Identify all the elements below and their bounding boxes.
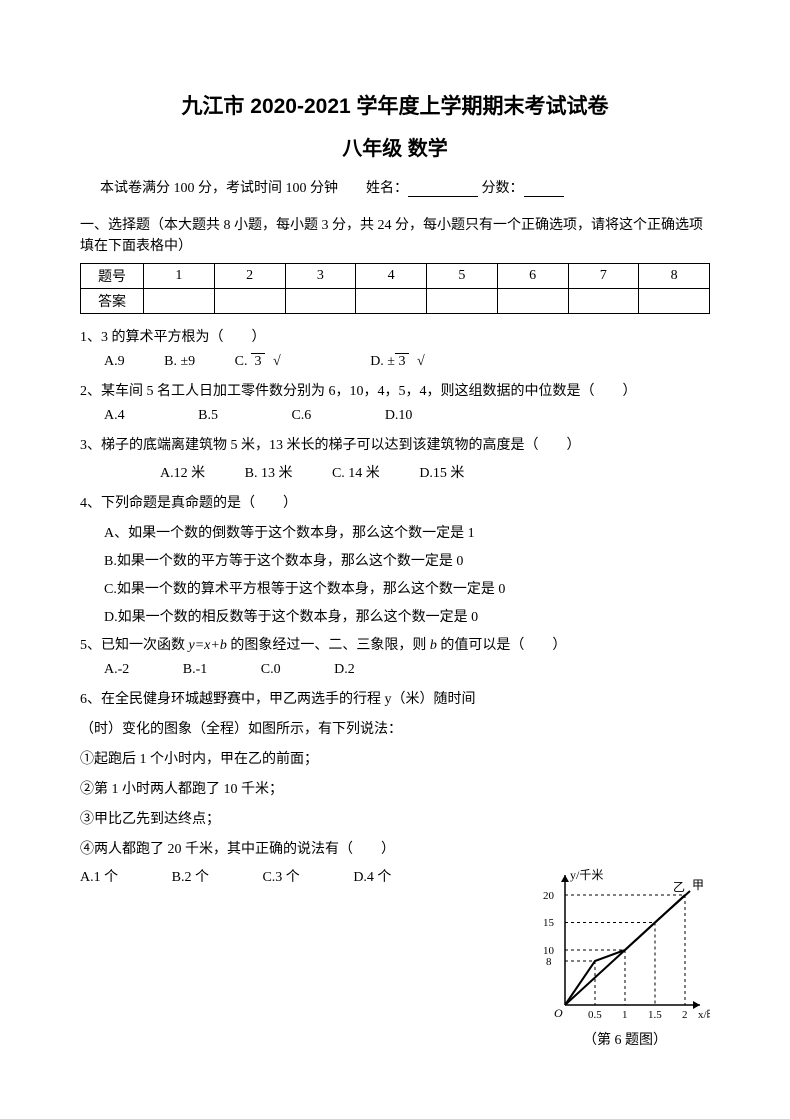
question-3-options: A.12 米 B. 13 米 C. 14 米 D.15 米 bbox=[80, 462, 710, 482]
chart-caption: （第 6 题图） bbox=[540, 1029, 710, 1049]
answer-cell[interactable] bbox=[568, 289, 639, 314]
xtick-2: 2 bbox=[682, 1009, 688, 1021]
question-6-l2: （时）变化的图象（全程）如图所示，有下列说法： bbox=[80, 716, 500, 744]
q5-opt-c: C.0 bbox=[261, 662, 281, 678]
label-jia: 甲 bbox=[692, 878, 704, 892]
answer-cell[interactable] bbox=[214, 289, 285, 314]
q4-opt-c: C.如果一个数的算术平方根等于这个数本身，那么这个数一定是 0 bbox=[80, 576, 710, 604]
question-6-s1: ①起跑后 1 个小时内，甲在乙的前面； bbox=[80, 746, 500, 774]
xlabel2: x/时 bbox=[698, 1008, 710, 1021]
score-label: 分数： bbox=[482, 181, 524, 196]
section-1-heading: 一、选择题（本大题共 8 小题，每小题 3 分，共 24 分，每小题只有一个正确… bbox=[80, 215, 710, 257]
answer-cell[interactable] bbox=[427, 289, 498, 314]
table-cell: 5 bbox=[427, 264, 498, 289]
q1-opt-c: C. 3 √ bbox=[235, 354, 331, 370]
question-2-options: A.4 B.5 C.6 D.10 bbox=[80, 408, 710, 424]
table-cell: 4 bbox=[356, 264, 427, 289]
answer-cell[interactable] bbox=[356, 289, 427, 314]
answer-cell[interactable] bbox=[285, 289, 356, 314]
q1-opt-d: D. ± 3 √ bbox=[370, 354, 460, 370]
question-1-options: A.9 B. ±9 C. 3 √ D. ± 3 √ bbox=[80, 354, 710, 370]
answer-cell[interactable] bbox=[639, 289, 710, 314]
xtick-0.5: 0.5 bbox=[588, 1009, 602, 1021]
q6-chart: 8 10 15 20 0.5 1 1.5 2 O y/千米 x/时 bbox=[540, 865, 710, 1049]
score-blank[interactable] bbox=[524, 182, 564, 197]
q6-opt-b: B.2 个 bbox=[172, 866, 209, 886]
question-4: 4、下列命题是真命题的是（ ） bbox=[80, 490, 710, 518]
table-cell: 7 bbox=[568, 264, 639, 289]
q5-opt-b: B.-1 bbox=[183, 662, 208, 678]
xtick-1: 1 bbox=[622, 1009, 628, 1021]
name-blank[interactable] bbox=[408, 182, 478, 197]
question-3: 3、梯子的底端离建筑物 5 米，13 米长的梯子可以达到该建筑物的高度是（ ） bbox=[80, 432, 710, 460]
question-2: 2、某车间 5 名工人日加工零件数分别为 6，10，4，5，4，则这组数据的中位… bbox=[80, 378, 710, 406]
table-cell: 8 bbox=[639, 264, 710, 289]
q3-opt-b: B. 13 米 bbox=[245, 462, 293, 482]
ytick-20: 20 bbox=[543, 890, 555, 902]
question-6-s4: ④两人都跑了 20 千米，其中正确的说法有（ ） bbox=[80, 836, 500, 864]
q2-opt-c: C.6 bbox=[291, 408, 311, 424]
q6-opt-d: D.4 个 bbox=[353, 866, 391, 886]
question-5-options: A.-2 B.-1 C.0 D.2 bbox=[80, 662, 710, 678]
q1-opt-b: B. ±9 bbox=[164, 354, 195, 370]
q4-opt-b: B.如果一个数的平方等于这个数本身，那么这个数一定是 0 bbox=[80, 548, 710, 576]
q2-opt-d: D.10 bbox=[385, 408, 413, 424]
q6-opt-c: C.3 个 bbox=[262, 866, 299, 886]
page-title-2: 八年级 数学 bbox=[80, 132, 710, 161]
origin-label: O bbox=[554, 1006, 563, 1020]
question-1: 1、3 的算术平方根为（ ） bbox=[80, 324, 710, 352]
table-cell: 1 bbox=[144, 264, 215, 289]
info-prefix: 本试卷满分 100 分，考试时间 100 分钟 bbox=[100, 181, 338, 196]
table-cell: 3 bbox=[285, 264, 356, 289]
ytick-10: 10 bbox=[543, 945, 555, 957]
question-5: 5、已知一次函数 y=x+b 的图象经过一、二、三象限，则 b 的值可以是（ ） bbox=[80, 632, 710, 660]
page-title-1: 九江市 2020-2021 学年度上学期期末考试试卷 bbox=[80, 90, 710, 120]
table-cell: 6 bbox=[497, 264, 568, 289]
q5-opt-a: A.-2 bbox=[104, 662, 129, 678]
q4-opt-a: A、如果一个数的倒数等于这个数本身，那么这个数一定是 1 bbox=[80, 520, 710, 548]
q4-opt-d: D.如果一个数的相反数等于这个数本身，那么这个数一定是 0 bbox=[80, 604, 710, 632]
q6-opt-a: A.1 个 bbox=[80, 866, 118, 886]
table-header-row2: 答案 bbox=[81, 289, 144, 314]
q1-opt-a: A.9 bbox=[104, 354, 125, 370]
q3-opt-a: A.12 米 bbox=[160, 462, 205, 482]
answer-table: 题号 1 2 3 4 5 6 7 8 答案 bbox=[80, 263, 710, 314]
table-header-row1: 题号 bbox=[81, 264, 144, 289]
answer-cell[interactable] bbox=[144, 289, 215, 314]
q3-opt-c: C. 14 米 bbox=[332, 462, 380, 482]
q5-opt-d: D.2 bbox=[334, 662, 355, 678]
xtick-1.5: 1.5 bbox=[648, 1009, 662, 1021]
question-6-l1: 6、在全民健身环城越野赛中，甲乙两选手的行程 y（米）随时间 bbox=[80, 686, 500, 714]
ytick-8: 8 bbox=[546, 956, 552, 968]
chart-svg: 8 10 15 20 0.5 1 1.5 2 O y/千米 x/时 bbox=[540, 865, 710, 1025]
info-line: 本试卷满分 100 分，考试时间 100 分钟 姓名： 分数： bbox=[80, 177, 710, 197]
ytick-15: 15 bbox=[543, 917, 555, 929]
question-6-s2: ②第 1 小时两人都跑了 10 千米； bbox=[80, 776, 500, 804]
q2-opt-b: B.5 bbox=[198, 408, 218, 424]
ylabel: y/千米 bbox=[570, 868, 603, 882]
table-cell: 2 bbox=[214, 264, 285, 289]
q2-opt-a: A.4 bbox=[104, 408, 125, 424]
question-6-s3: ③甲比乙先到达终点； bbox=[80, 806, 500, 834]
name-label: 姓名： bbox=[366, 181, 408, 196]
q3-opt-d: D.15 米 bbox=[419, 462, 464, 482]
question-6-options: A.1 个 B.2 个 C.3 个 D.4 个 bbox=[80, 866, 500, 886]
label-yi: 乙 bbox=[673, 880, 685, 894]
answer-cell[interactable] bbox=[497, 289, 568, 314]
